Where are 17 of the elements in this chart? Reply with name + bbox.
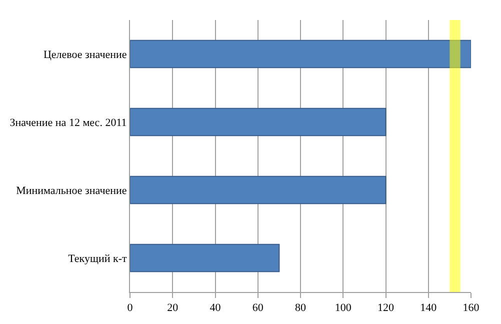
x-tick-label: 80 [295,302,306,314]
x-tick-label: 60 [252,302,264,314]
x-tick-label: 40 [210,302,222,314]
x-tick-label: 0 [127,302,134,314]
y-tick-label: Целевое значение [43,48,127,61]
y-tick-label: Минимальное значение [16,184,127,197]
bar [130,40,471,68]
y-tick-label: Значение на 12 мес. 2011 [10,116,127,129]
bar [130,108,386,136]
x-tick-label: 140 [420,302,438,314]
x-tick-label: 100 [334,302,352,314]
y-tick-label: Текущий к-т [68,252,127,265]
bar [130,244,280,272]
x-tick-label: 160 [462,302,480,314]
bar [130,176,386,204]
x-tick-label: 20 [167,302,179,314]
x-tick-label: 120 [378,302,394,314]
